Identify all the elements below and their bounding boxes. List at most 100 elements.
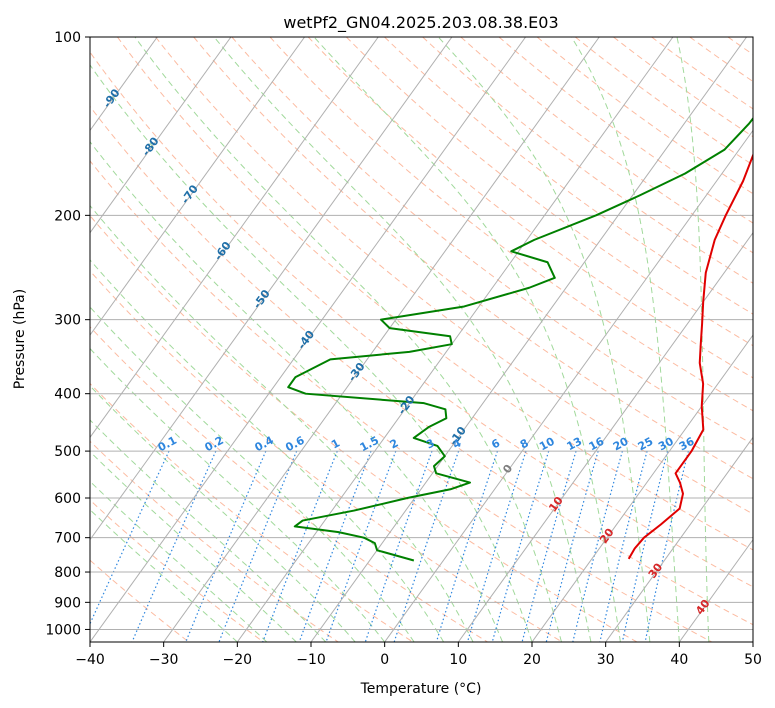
- dry-adiabat: [422, 37, 753, 284]
- x-tick-label: 20: [523, 652, 541, 668]
- dry-adiabat: [90, 105, 753, 626]
- chart-title: wetPf2_GN04.2025.203.08.38.E03: [283, 13, 558, 33]
- moist-adiabat: [90, 347, 386, 642]
- dry-adiabat: [269, 37, 753, 412]
- dry-adiabat: [155, 37, 753, 515]
- y-axis-label: Pressure (hPa): [12, 289, 28, 389]
- dry-adiabat: [307, 37, 753, 379]
- mixing-ratio-line: [298, 450, 372, 642]
- dry-adiabat: [231, 37, 753, 445]
- isotherm-grid: [0, 37, 753, 642]
- isotherm: [0, 37, 10, 642]
- y-tick-label: 500: [54, 444, 81, 460]
- mixing-ratio-lines: [90, 450, 689, 642]
- y-tick-label: 400: [54, 387, 81, 403]
- moist-adiabat: [90, 450, 297, 642]
- x-tick-label: −20: [223, 652, 253, 668]
- mixing-ratio-line: [572, 450, 623, 642]
- dry-adiabat: [90, 160, 712, 642]
- isotherm: [752, 641, 753, 642]
- isobar-grid: [90, 37, 753, 630]
- moist-adiabat: [571, 37, 680, 642]
- isotherm: [384, 129, 753, 642]
- isotherm-label: -100: [50, 48, 77, 78]
- mixing-ratio-label: 10: [537, 435, 557, 454]
- isotherm: [310, 37, 748, 642]
- isotherm: [90, 37, 453, 541]
- x-tick-label: 10: [449, 652, 467, 668]
- mixing-ratio-label: 20: [611, 435, 631, 454]
- y-tick-label: 1000: [45, 622, 81, 638]
- moist-adiabat: [437, 37, 651, 642]
- y-tick-label: 200: [54, 208, 81, 224]
- moist-adiabat: [213, 37, 592, 642]
- moist-adiabat: [90, 259, 445, 642]
- moist-adiabats: [90, 37, 710, 642]
- dry-adiabat: [766, 37, 775, 642]
- mixing-ratio-line: [218, 450, 298, 642]
- mixing-ratio-line: [364, 450, 433, 642]
- dry-adiabat: [498, 37, 753, 224]
- mixing-ratio-line: [521, 450, 577, 642]
- isotherm: [605, 436, 753, 642]
- isotherm: [163, 37, 600, 642]
- moist-adiabat: [676, 37, 710, 642]
- dry-adiabat: [384, 37, 753, 315]
- mixing-ratio-line: [545, 450, 599, 642]
- dry-adiabat: [90, 270, 563, 642]
- isotherm: [90, 37, 306, 336]
- moist-adiabat: [90, 306, 415, 642]
- dry-adiabat: [90, 382, 414, 642]
- mixing-ratio-label: 16: [587, 435, 607, 454]
- y-tick-label: 900: [54, 595, 81, 611]
- isotherm: [90, 37, 232, 234]
- mixing-ratio-label: 13: [565, 435, 585, 454]
- x-tick-label: −40: [75, 652, 105, 668]
- dry-adiabat: [90, 51, 753, 588]
- isotherm: [531, 334, 753, 642]
- y-axis: 100 200 300 400 500 600 700 800 900 1000: [45, 30, 90, 638]
- mixing-ratio-line: [466, 450, 527, 642]
- x-axis-label: Temperature (°C): [360, 681, 482, 697]
- x-axis: −40 −30 −20 −10 0 10 20 30 40 50: [75, 642, 762, 668]
- dry-adiabat: [90, 440, 339, 642]
- mixing-ratio-line: [644, 450, 689, 642]
- mixing-ratio-label: 30: [656, 435, 676, 454]
- moist-adiabat: [90, 385, 356, 642]
- dry-adiabat: [117, 37, 753, 551]
- plot-frame: [89, 36, 754, 643]
- sounding-lines: [287, 116, 753, 562]
- x-tick-label: 40: [670, 652, 688, 668]
- x-tick-label: −10: [296, 652, 326, 668]
- moist-adiabat: [90, 204, 474, 642]
- mixing-ratio-line: [621, 450, 669, 642]
- moist-adiabat: [90, 480, 268, 642]
- moist-adiabat: [134, 37, 562, 642]
- moist-adiabat: [90, 64, 533, 642]
- y-tick-label: 100: [54, 30, 81, 46]
- dry-adiabat: [90, 214, 638, 642]
- mixing-ratio-line: [325, 450, 397, 642]
- isotherm: [678, 538, 753, 642]
- moist-adiabat: [313, 37, 621, 642]
- mixing-ratio-label: 36: [677, 435, 697, 454]
- isotherm: [90, 37, 379, 439]
- mixing-ratio-line: [90, 450, 170, 626]
- mixing-ratio-line: [599, 450, 648, 642]
- x-tick-label: 30: [597, 652, 615, 668]
- isotherm: [236, 37, 674, 642]
- plot-area: 0.1 0.2 0.4 0.6 1 1.5 2 3 4 6 8 10 13 16 20 25 30 36-100-…: [0, 37, 775, 642]
- y-tick-label: 700: [54, 531, 81, 547]
- dewpoint-line: [287, 116, 753, 562]
- moist-adiabat: [90, 509, 238, 642]
- x-tick-label: 0: [380, 652, 389, 668]
- mixing-ratio-label: 25: [636, 435, 656, 454]
- y-tick-label: 800: [54, 565, 81, 581]
- y-tick-label: 300: [54, 313, 81, 329]
- isotherm: [90, 37, 527, 642]
- x-tick-label: −30: [149, 652, 179, 668]
- temperature-line: [627, 152, 753, 560]
- mixing-ratio-line: [491, 450, 550, 642]
- y-tick-label: 600: [54, 491, 81, 507]
